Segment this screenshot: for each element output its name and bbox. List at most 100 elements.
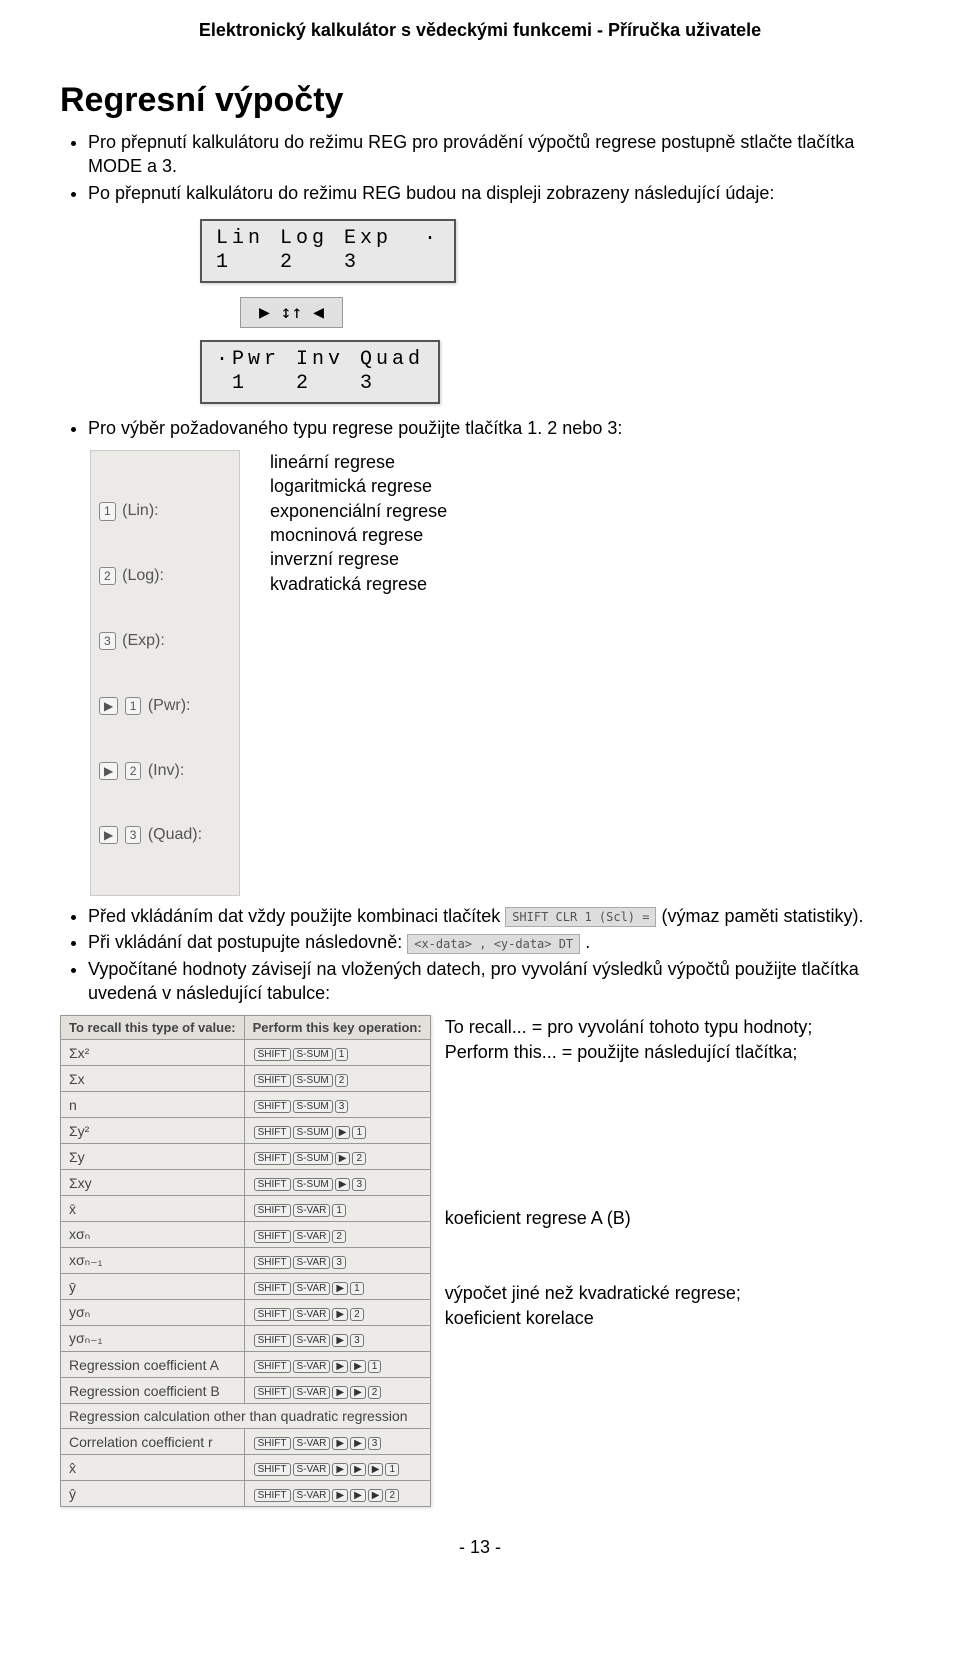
key-icon: 1: [99, 502, 116, 520]
table-cell-value: ŷ: [61, 1481, 245, 1507]
table-row: x̄SHIFTS-VAR1: [61, 1196, 431, 1222]
key-icon: SHIFT: [254, 1489, 291, 1502]
key-icon: 2: [350, 1308, 364, 1321]
bullet-item: Vypočítané hodnoty závisejí na vložených…: [88, 957, 900, 1006]
key-icon: SHIFT: [254, 1178, 291, 1191]
lcd-row: 1 2 3: [216, 372, 424, 396]
page-footer: - 13 -: [60, 1537, 900, 1558]
side-notes: To recall... = pro vyvolání tohoto typu …: [445, 1015, 900, 1331]
key-icon: SHIFT: [254, 1308, 291, 1321]
key-icon: S-VAR: [293, 1437, 331, 1450]
table-row: ΣxSHIFTS-SUM2: [61, 1066, 431, 1092]
recall-table: To recall this type of value: Perform th…: [60, 1015, 431, 1507]
key-icon: 1: [385, 1463, 399, 1476]
key-label: (Lin):: [122, 502, 158, 519]
key-icon: S-VAR: [293, 1204, 331, 1217]
key-icon: 3: [368, 1437, 382, 1450]
key-label: (Log):: [122, 567, 164, 584]
table-cell-value: Σx²: [61, 1040, 245, 1066]
key-icon: S-VAR: [293, 1230, 331, 1243]
key-icon: SHIFT: [254, 1360, 291, 1373]
table-row: nSHIFTS-SUM3: [61, 1092, 431, 1118]
key-icon: S-VAR: [293, 1256, 331, 1269]
bullet-item: Pro výběr požadovaného typu regrese použ…: [88, 416, 900, 440]
lcd-row: ·Pwr Inv Quad: [216, 348, 424, 372]
table-cell-value: Correlation coefficient r: [61, 1429, 245, 1455]
table-cell-keys: SHIFTS-SUM2: [244, 1066, 430, 1092]
key-icon: S-VAR: [293, 1282, 331, 1295]
table-cell-keys: SHIFTS-SUM3: [244, 1092, 430, 1118]
table-cell-keys: SHIFTS-VAR2: [244, 1222, 430, 1248]
def-label: mocninová regrese: [270, 523, 447, 547]
key-icon: ▶: [99, 762, 118, 780]
table-header: Perform this key operation:: [244, 1016, 430, 1040]
definition-labels: lineární regrese logaritmická regrese ex…: [270, 450, 447, 596]
key-icon: SHIFT: [254, 1204, 291, 1217]
table-cell-value: Σxy: [61, 1170, 245, 1196]
def-label: lineární regrese: [270, 450, 447, 474]
key-icon: ▶: [332, 1437, 348, 1450]
key-icon: S-SUM: [293, 1100, 333, 1113]
key-icon: ▶: [335, 1126, 351, 1139]
side-note: výpočet jiné než kvadratické regrese; ko…: [445, 1281, 900, 1331]
table-cell-keys: SHIFTS-VAR▶▶▶2: [244, 1481, 430, 1507]
section-heading: Regresní výpočty: [60, 81, 900, 120]
key-icon: SHIFT: [254, 1463, 291, 1476]
table-row: Σy²SHIFTS-SUM▶1: [61, 1118, 431, 1144]
key-icon: S-SUM: [293, 1152, 333, 1165]
table-cell-keys: SHIFTS-VAR1: [244, 1196, 430, 1222]
table-cell-value: Regression coefficient A: [61, 1352, 245, 1378]
key-label: (Quad):: [148, 826, 202, 843]
key-icon: 2: [385, 1489, 399, 1502]
bullet-item: Po přepnutí kalkulátoru do režimu REG bu…: [88, 181, 900, 205]
key-icon: S-SUM: [293, 1126, 333, 1139]
text-fragment: .: [585, 932, 590, 952]
table-cell-keys: SHIFTS-SUM▶2: [244, 1144, 430, 1170]
key-icon: 2: [335, 1074, 349, 1087]
key-icon: 1: [350, 1282, 364, 1295]
key-icon: 1: [368, 1360, 382, 1373]
table-cell-keys: SHIFTS-SUM▶1: [244, 1118, 430, 1144]
table-cell-value: Σx: [61, 1066, 245, 1092]
table-cell-value: yσₙ: [61, 1300, 245, 1326]
key-icon: SHIFT: [254, 1152, 291, 1165]
lcd-row: 1 2 3: [216, 251, 440, 275]
key-icon: ▶: [350, 1489, 366, 1502]
key-icon: 2: [352, 1152, 366, 1165]
key-icon: S-VAR: [293, 1463, 331, 1476]
def-label: exponenciální regrese: [270, 499, 447, 523]
table-cell-keys: SHIFTS-VAR▶▶3: [244, 1429, 430, 1455]
key-icon: 1: [332, 1204, 346, 1217]
key-icon: 3: [125, 826, 142, 844]
side-note: To recall... = pro vyvolání tohoto typu …: [445, 1015, 900, 1065]
table-cell-keys: SHIFTS-VAR▶3: [244, 1326, 430, 1352]
key-icon: ▶: [350, 1437, 366, 1450]
key-icon: ▶: [368, 1463, 384, 1476]
arrow-strip: ▶ ↕↑ ◀: [240, 297, 343, 328]
table-cell-value: ȳ: [61, 1274, 245, 1300]
table-cell-keys: SHIFTS-SUM1: [244, 1040, 430, 1066]
key-icon: SHIFT: [254, 1100, 291, 1113]
page-header-title: Elektronický kalkulátor s vědeckými funk…: [60, 20, 900, 41]
text-fragment: Při vkládání dat postupujte následovně:: [88, 932, 407, 952]
key-sequence-icon: <x-data> , <y-data> DT: [407, 934, 580, 954]
table-row: Correlation coefficient rSHIFTS-VAR▶▶3: [61, 1429, 431, 1455]
key-icon: ▶: [332, 1489, 348, 1502]
table-cell-value: x̄: [61, 1196, 245, 1222]
table-cell-value: Σy²: [61, 1118, 245, 1144]
def-label: logaritmická regrese: [270, 474, 447, 498]
table-cell-span: Regression calculation other than quadra…: [61, 1404, 431, 1429]
key-icon: 3: [332, 1256, 346, 1269]
key-icon: SHIFT: [254, 1256, 291, 1269]
key-icon: S-SUM: [293, 1074, 333, 1087]
key-icon: S-VAR: [293, 1334, 331, 1347]
table-row: yσₙ₋₁SHIFTS-VAR▶3: [61, 1326, 431, 1352]
def-label: kvadratická regrese: [270, 572, 447, 596]
key-icon: 3: [99, 632, 116, 650]
table-cell-value: n: [61, 1092, 245, 1118]
key-icon: SHIFT: [254, 1230, 291, 1243]
key-icon: ▶: [335, 1152, 351, 1165]
text-fragment: Před vkládáním dat vždy použijte kombina…: [88, 906, 505, 926]
table-cell-keys: SHIFTS-VAR▶▶2: [244, 1378, 430, 1404]
key-icon: 3: [350, 1334, 364, 1347]
